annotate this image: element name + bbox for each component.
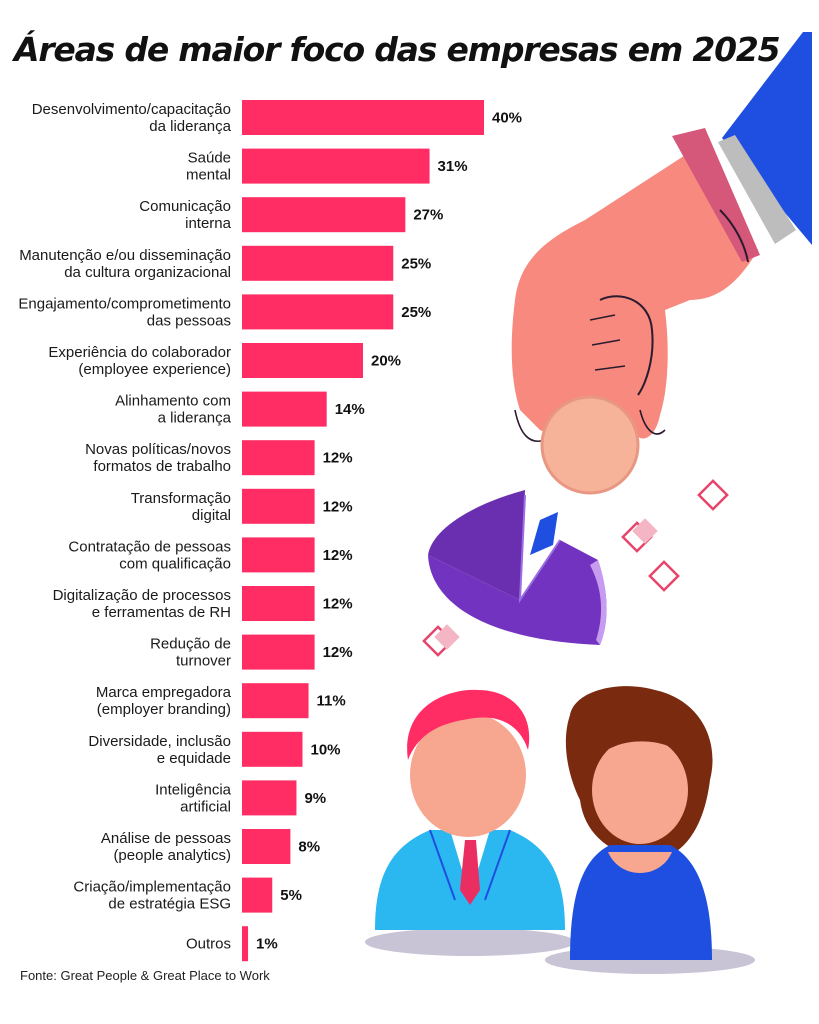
bar-16 xyxy=(242,829,291,864)
hand-illustration xyxy=(511,128,760,495)
bar-11 xyxy=(242,586,315,621)
value-label-18: 1% xyxy=(256,936,278,953)
source-note: Fonte: Great People & Great Place to Wor… xyxy=(20,968,270,983)
woman-illustration xyxy=(545,686,755,974)
value-label-13: 11% xyxy=(317,693,346,710)
bar-14 xyxy=(242,731,303,767)
chart-title: Áreas de maior foco das empresas em 2025 xyxy=(14,30,781,69)
bar-10 xyxy=(242,537,315,573)
bar-4 xyxy=(242,245,394,281)
bar-9 xyxy=(242,488,315,524)
bar-5 xyxy=(242,294,394,330)
category-label-14: Diversidade, inclusão e equidade xyxy=(88,733,231,767)
bar-18 xyxy=(242,926,249,962)
sleeve-illustration xyxy=(718,32,812,245)
bar-1 xyxy=(242,100,484,135)
bar-2 xyxy=(242,148,430,184)
category-label-4: Manutenção e/ou disseminação da cultura o… xyxy=(19,247,231,281)
category-label-3: Comunicação interna xyxy=(139,198,231,232)
value-label-1: 40% xyxy=(492,110,522,127)
value-label-17: 5% xyxy=(280,887,302,904)
bar-12 xyxy=(242,634,315,670)
value-label-4: 25% xyxy=(401,255,431,272)
value-label-15: 9% xyxy=(304,790,326,807)
category-label-12: Redução de turnover xyxy=(150,636,231,670)
category-label-9: Transformação digital xyxy=(131,490,231,524)
category-label-10: Contratação de pessoas com qualificação xyxy=(68,538,231,572)
category-label-16: Análise de pessoas (people analytics) xyxy=(101,830,231,864)
value-label-10: 12% xyxy=(323,547,353,564)
value-label-11: 12% xyxy=(323,596,353,613)
bar-15 xyxy=(242,780,297,816)
category-label-17: Criação/implementação de estratégia ESG xyxy=(73,879,231,913)
bar-8 xyxy=(242,440,315,476)
value-label-16: 8% xyxy=(298,839,320,856)
value-label-7: 14% xyxy=(335,401,365,418)
value-label-8: 12% xyxy=(323,450,353,467)
category-label-11: Digitalização de processos e ferramentas … xyxy=(53,587,231,621)
category-label-13: Marca empregadora (employer branding) xyxy=(96,684,232,718)
value-label-9: 12% xyxy=(323,498,353,515)
category-label-2: Saúde mental xyxy=(186,150,231,184)
value-label-2: 31% xyxy=(438,158,468,175)
category-label-7: Alinhamento com a liderança xyxy=(115,393,232,427)
value-label-12: 12% xyxy=(323,644,353,661)
bar-7 xyxy=(242,391,327,427)
man-illustration xyxy=(365,689,575,956)
category-label-8: Novas políticas/novos formatos de trabalh… xyxy=(85,441,231,475)
value-label-3: 27% xyxy=(413,207,443,224)
bar-17 xyxy=(242,877,273,913)
value-label-5: 25% xyxy=(401,304,431,321)
category-label-18: Outros xyxy=(186,936,231,953)
category-label-15: Inteligência artificial xyxy=(155,781,232,815)
pie-chart-illustration xyxy=(428,490,607,645)
category-label-6: Experiência do colaborador (employee expe… xyxy=(48,344,231,378)
category-label-5: Engajamento/comprometimento das pessoas xyxy=(18,295,231,329)
bar-3 xyxy=(242,197,406,233)
value-label-14: 10% xyxy=(311,741,341,758)
bar-13 xyxy=(242,683,309,719)
category-label-1: Desenvolvimento/capacitação da liderança xyxy=(32,101,232,135)
value-label-6: 20% xyxy=(371,353,401,370)
bar-6 xyxy=(242,343,363,378)
